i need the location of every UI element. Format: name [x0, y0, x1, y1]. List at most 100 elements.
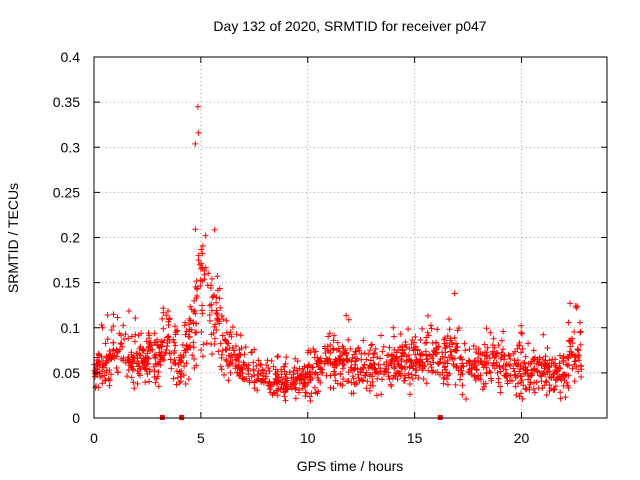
data-point	[459, 382, 466, 389]
data-point	[166, 338, 173, 345]
data-point	[428, 364, 435, 371]
data-point	[230, 347, 237, 354]
data-point	[360, 377, 367, 384]
data-point	[227, 359, 234, 366]
data-point	[193, 285, 200, 292]
data-point	[393, 349, 400, 356]
data-point	[448, 339, 455, 346]
data-point	[244, 365, 251, 372]
data-point	[475, 359, 482, 366]
data-point	[110, 346, 117, 353]
data-point	[454, 362, 461, 369]
data-point	[183, 360, 190, 367]
data-point	[397, 331, 404, 338]
data-point	[412, 367, 419, 374]
data-point	[168, 365, 175, 372]
data-point	[497, 389, 504, 396]
data-point	[166, 315, 173, 322]
data-point	[133, 350, 140, 357]
data-point	[409, 375, 416, 382]
data-point	[302, 389, 309, 396]
data-point	[455, 324, 462, 331]
data-point	[217, 304, 224, 311]
data-point	[197, 277, 204, 284]
data-point	[442, 345, 449, 352]
data-point	[195, 252, 202, 259]
data-point	[370, 360, 377, 367]
data-point	[353, 381, 360, 388]
data-point	[348, 390, 355, 397]
data-point	[216, 318, 223, 325]
data-point	[339, 351, 346, 358]
data-point	[394, 376, 401, 383]
data-point	[220, 316, 227, 323]
data-point	[360, 365, 367, 372]
data-point	[160, 325, 167, 332]
data-point	[128, 333, 135, 340]
data-point	[321, 360, 328, 367]
data-point	[227, 369, 234, 376]
data-point	[124, 357, 131, 364]
data-point	[401, 377, 408, 384]
data-point	[430, 359, 437, 366]
data-point	[367, 382, 374, 389]
data-point	[301, 380, 308, 387]
data-point	[183, 328, 190, 335]
data-point	[177, 351, 184, 358]
data-point	[143, 354, 150, 361]
data-point	[541, 382, 548, 389]
data-point	[419, 325, 426, 332]
data-point	[385, 351, 392, 358]
data-point	[506, 361, 513, 368]
data-point	[571, 361, 578, 368]
data-point	[152, 361, 159, 368]
data-point	[527, 360, 534, 367]
x-tick-label: 5	[197, 430, 205, 446]
data-point	[361, 361, 368, 368]
data-point	[361, 350, 368, 357]
data-point	[95, 350, 102, 357]
data-point	[479, 361, 486, 368]
data-point	[313, 360, 320, 367]
data-point	[446, 326, 453, 333]
data-point	[507, 362, 514, 369]
data-point	[214, 311, 221, 318]
data-point	[553, 376, 560, 383]
data-point	[504, 378, 511, 385]
data-point	[332, 370, 339, 377]
data-point	[567, 300, 574, 307]
data-point	[578, 363, 585, 370]
data-point	[211, 226, 218, 233]
data-point	[145, 330, 152, 337]
data-point	[215, 348, 222, 355]
data-point	[390, 375, 397, 382]
data-point	[525, 376, 532, 383]
data-point	[108, 327, 115, 334]
data-point	[222, 347, 229, 354]
data-point	[381, 361, 388, 368]
data-point	[423, 356, 430, 363]
data-point	[459, 391, 466, 398]
data-point	[369, 373, 376, 380]
data-point	[138, 330, 145, 337]
data-point	[562, 394, 569, 401]
data-point	[352, 348, 359, 355]
data-point	[435, 343, 442, 350]
data-point	[363, 385, 370, 392]
data-point	[128, 360, 135, 367]
data-point	[309, 364, 316, 371]
data-point	[371, 349, 378, 356]
data-point	[287, 383, 294, 390]
data-point	[545, 363, 552, 370]
data-point	[390, 333, 397, 340]
data-point	[453, 364, 460, 371]
data-point	[487, 375, 494, 382]
data-point	[564, 362, 571, 369]
data-point	[415, 374, 422, 381]
data-point	[177, 359, 184, 366]
data-point	[219, 332, 226, 339]
y-tick-label: 0.2	[61, 230, 81, 246]
data-point	[160, 357, 167, 364]
data-point	[349, 373, 356, 380]
